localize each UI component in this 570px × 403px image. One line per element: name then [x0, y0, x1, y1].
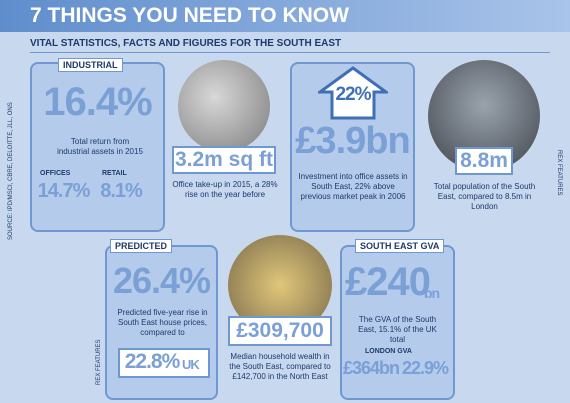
arrow-stat: 22%	[335, 84, 371, 105]
stat: £3.9bn	[295, 120, 410, 162]
caption: Total population of the South East, comp…	[433, 182, 536, 211]
stat: £240	[345, 260, 431, 304]
stat-unit: bn	[424, 285, 440, 301]
stat: 26.4%	[112, 260, 211, 301]
stat: 3.2m sq ft	[172, 146, 276, 174]
caption: Total return from industrial assets in 2…	[57, 137, 143, 156]
caption: Investment into office assets in South E…	[298, 172, 408, 201]
stat: 16.4%	[43, 80, 152, 124]
stat: 22.8%	[124, 350, 181, 373]
panel-label: PREDICTED	[110, 239, 173, 253]
title-bar	[0, 0, 570, 32]
caption: Median household wealth in the South Eas…	[229, 352, 331, 381]
sub-label: OFFICES	[40, 170, 71, 177]
title: 7 THINGS YOU NEED TO KNOW	[30, 4, 349, 27]
photo	[178, 60, 270, 152]
sub-stat: 22.9%	[401, 358, 449, 378]
stat: £309,700	[228, 316, 332, 346]
arrow-icon	[318, 66, 388, 120]
credit: REX FEATURES	[556, 150, 562, 196]
sub-stat: 14.7%	[37, 180, 91, 202]
stat-box	[118, 348, 210, 378]
caption: The GVA of the South East, 15.1% of the …	[358, 315, 437, 344]
panel	[340, 245, 455, 400]
panel	[30, 62, 165, 232]
source: SOURCE: IPD/MSCI, CBRE, DELOITTE, JLL, O…	[8, 102, 14, 240]
panel-label: INDUSTRIAL	[58, 58, 123, 72]
sub-stat: 8.1%	[100, 180, 143, 202]
stat-unit: UK	[182, 357, 200, 372]
panel-label: SOUTH EAST GVA	[355, 239, 445, 253]
subtitle: VITAL STATISTICS, FACTS AND FIGURES FOR …	[30, 38, 342, 49]
credit: REX FEATURES	[96, 339, 102, 385]
stat: 8.8m	[455, 147, 513, 175]
sub-label: RETAIL	[102, 170, 127, 177]
sub-stat: £364bn	[342, 358, 400, 378]
rule	[30, 52, 550, 53]
sub-label: LONDON GVA	[365, 348, 412, 355]
caption: Office take-up in 2015, a 28% rise on th…	[172, 180, 278, 199]
caption: Predicted five-year rise in South East h…	[117, 308, 208, 337]
